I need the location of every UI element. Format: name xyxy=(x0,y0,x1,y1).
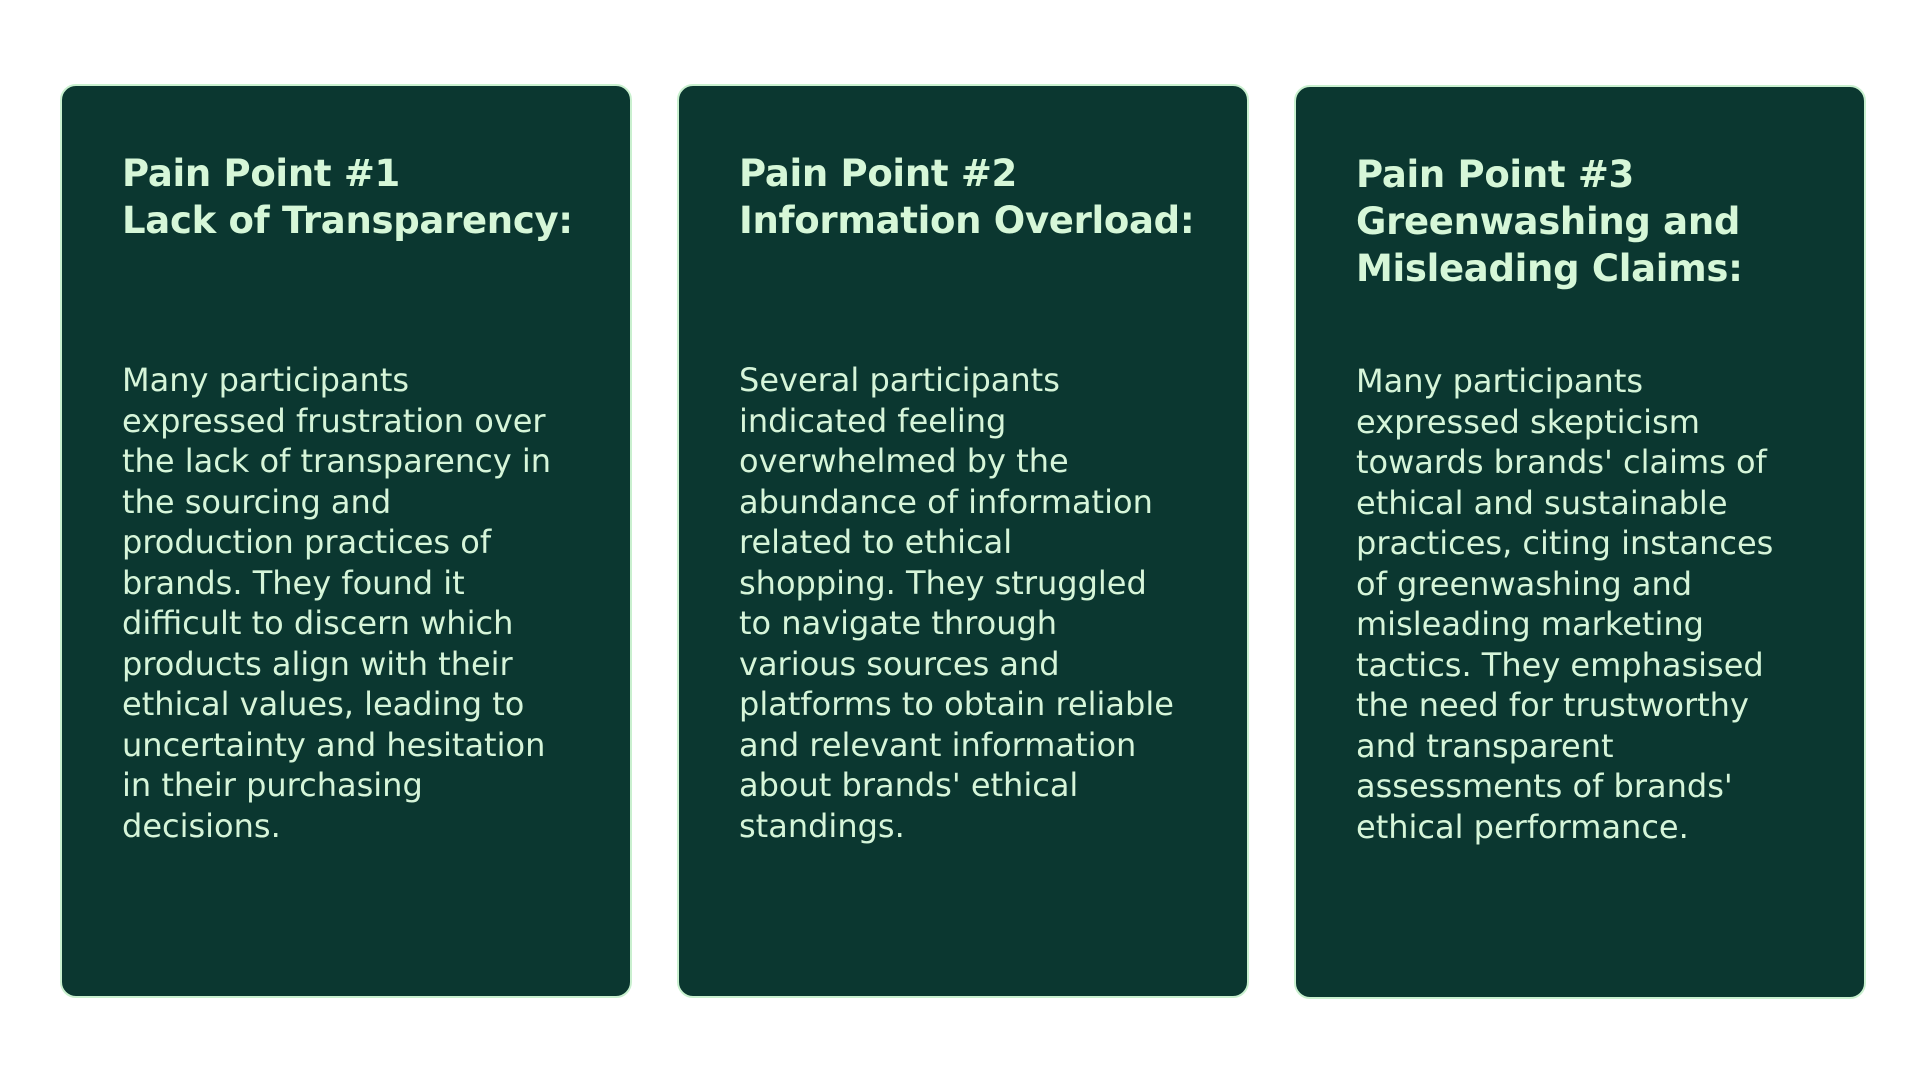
pain-point-2-text-line: indicated feeling xyxy=(739,401,1007,440)
pain-point-3-text-line: assessments of brands' xyxy=(1356,767,1733,805)
pain-point-1-text-line: the lack of transparency in xyxy=(122,442,551,480)
pain-point-3-text-line: misleading marketing xyxy=(1356,605,1704,643)
pain-point-card-2: Pain Point #2 Information Overload: Seve… xyxy=(677,84,1249,998)
pain-point-1-text-line: brands. They found it xyxy=(122,563,465,602)
pain-point-2-text-line: overwhelmed by the xyxy=(739,442,1069,480)
pain-point-2-text-line: and relevant information xyxy=(739,725,1137,764)
pain-point-3-text-line: the need for trustworthy xyxy=(1356,686,1749,724)
pain-point-3-text-line: practices, citing instances xyxy=(1356,524,1774,562)
pain-point-3-text-line: and transparent xyxy=(1356,726,1614,765)
pain-point-1-title-line: Lack of Transparency: xyxy=(122,199,573,242)
pain-point-1-text-line: expressed frustration over xyxy=(122,401,546,440)
pain-point-card-3: Pain Point #3 Greenwashing and Misleadin… xyxy=(1294,85,1866,999)
pain-point-2-text-line: Several participants xyxy=(739,361,1060,399)
pain-point-3-text-line: of greenwashing and xyxy=(1356,564,1693,603)
pain-point-3-text-line: ethical and sustainable xyxy=(1356,483,1728,522)
pain-point-2-text-line: various sources and xyxy=(739,644,1060,683)
pain-point-2-title-line: Information Overload: xyxy=(739,199,1195,242)
pain-point-1-title-line: Pain Point #1 xyxy=(122,152,400,195)
pain-point-1-text-line: decisions. xyxy=(122,806,281,845)
pain-point-3-text-line: Many participants xyxy=(1356,362,1644,400)
pain-point-2-title-line: Pain Point #2 xyxy=(739,152,1017,195)
pain-point-2-text-line: abundance of information xyxy=(739,482,1153,521)
pain-point-2-text-line: platforms to obtain reliable xyxy=(739,685,1174,723)
pain-point-3-text-line: tactics. They emphasised xyxy=(1356,645,1764,684)
pain-point-3-title: Pain Point #3 Greenwashing and Misleadin… xyxy=(1356,151,1826,292)
pain-point-3-description: Many participants expressed skepticism t… xyxy=(1356,361,1806,847)
pain-point-1-text-line: difficult to discern which xyxy=(122,604,514,642)
pain-point-3-title-line: Greenwashing and xyxy=(1356,200,1741,243)
pain-point-1-text-line: Many participants xyxy=(122,361,410,399)
pain-point-2-description: Several participants indicated feeling o… xyxy=(739,360,1189,846)
pain-point-3-title-line: Pain Point #3 xyxy=(1356,153,1634,196)
pain-point-3-text-line: ethical performance. xyxy=(1356,807,1689,846)
pain-point-2-text-line: standings. xyxy=(739,806,905,845)
pain-point-1-text-line: products align with their xyxy=(122,644,513,683)
pain-point-2-text-line: about brands' ethical xyxy=(739,766,1079,804)
pain-point-1-title: Pain Point #1 Lack of Transparency: xyxy=(122,150,592,244)
pain-point-card-1: Pain Point #1 Lack of Transparency: Many… xyxy=(60,84,632,998)
pain-point-2-text-line: related to ethical xyxy=(739,523,1013,561)
pain-point-3-text-line: expressed skepticism xyxy=(1356,402,1700,441)
pain-point-3-text-line: towards brands' claims of xyxy=(1356,443,1767,481)
pain-point-2-title: Pain Point #2 Information Overload: xyxy=(739,150,1209,244)
pain-point-2-text-line: shopping. They struggled xyxy=(739,563,1147,602)
pain-point-1-text-line: ethical values, leading to xyxy=(122,685,525,723)
pain-point-1-text-line: the sourcing and xyxy=(122,482,392,521)
pain-point-1-text-line: uncertainty and hesitation xyxy=(122,725,546,764)
pain-point-1-text-line: in their purchasing xyxy=(122,766,423,804)
pain-point-1-text-line: production practices of xyxy=(122,523,492,561)
pain-point-1-description: Many participants expressed frustration … xyxy=(122,360,572,846)
pain-point-3-title-line: Misleading Claims: xyxy=(1356,247,1743,290)
pain-point-2-text-line: to navigate through xyxy=(739,604,1058,642)
